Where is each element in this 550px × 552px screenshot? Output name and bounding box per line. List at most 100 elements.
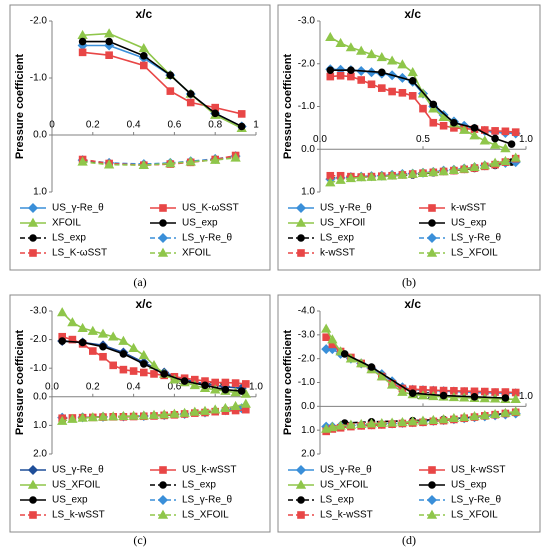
legend-label: US_exp	[52, 495, 88, 506]
marker	[336, 71, 345, 80]
marker	[448, 164, 460, 174]
marker	[345, 419, 357, 429]
marker	[335, 174, 346, 184]
marker	[429, 100, 438, 109]
y-tick-label: -1.0	[30, 363, 48, 374]
marker	[140, 360, 148, 368]
marker	[119, 365, 128, 374]
legend-label: US_γ-Re_θ	[52, 465, 104, 476]
marker	[510, 406, 521, 416]
marker	[335, 37, 346, 48]
marker	[469, 161, 480, 172]
marker	[68, 335, 77, 344]
marker	[500, 143, 511, 153]
marker	[470, 124, 479, 132]
marker	[199, 405, 211, 415]
marker	[157, 494, 169, 506]
marker	[510, 393, 521, 403]
x-tick-label: 0.8	[208, 120, 222, 131]
marker	[398, 89, 407, 97]
marker	[295, 202, 307, 214]
legend-label: LS_XFOIL	[451, 510, 498, 521]
y-tick-label: -2.0	[30, 334, 48, 345]
y-axis-label: Pressure coefficient	[282, 330, 294, 435]
x-tick-label: 0.0	[45, 381, 59, 392]
marker	[230, 387, 241, 397]
legend-label: LS_exp	[320, 233, 354, 244]
marker	[426, 232, 438, 244]
marker	[185, 156, 196, 166]
marker	[327, 421, 338, 432]
marker	[99, 352, 107, 361]
x-tick-label: 0.6	[167, 120, 181, 131]
marker	[129, 367, 138, 375]
marker	[325, 177, 336, 187]
marker	[67, 317, 78, 327]
marker	[169, 408, 180, 418]
y-tick-label: 1.0	[301, 187, 315, 198]
marker	[501, 394, 510, 402]
legend-label: US_XFOIL	[52, 480, 101, 491]
marker	[366, 418, 377, 428]
y-tick-label: -3.0	[298, 16, 316, 27]
y-tick-label: -2.0	[298, 58, 316, 69]
marker	[159, 466, 167, 474]
marker	[159, 409, 170, 419]
y-tick-label: -1.0	[30, 73, 48, 84]
legend-label: LS_γ-Re_θ	[451, 495, 501, 506]
panel-frame	[9, 4, 271, 271]
y-tick-label: 2.0	[301, 449, 315, 460]
marker	[103, 159, 115, 169]
series-line	[344, 412, 506, 424]
series-line	[62, 340, 242, 392]
marker	[340, 350, 349, 358]
marker	[295, 217, 307, 227]
marker	[510, 152, 521, 162]
legend-label: LS_exp	[52, 233, 86, 244]
marker	[103, 28, 115, 38]
marker	[295, 464, 307, 476]
x-tick-label: 1.0	[519, 391, 533, 402]
legend-label: LS_exp	[182, 480, 216, 491]
marker	[97, 328, 109, 338]
x-tick-label: 0.0	[313, 134, 327, 145]
panel: (d) x/c Pressure coefficient -4.0 -3.0 -2.0 -1…	[277, 294, 541, 547]
marker	[469, 411, 480, 421]
marker	[179, 407, 190, 417]
marker	[97, 411, 109, 421]
marker	[335, 420, 346, 430]
marker	[27, 202, 39, 214]
marker	[166, 71, 175, 79]
marker	[407, 66, 418, 77]
marker	[459, 124, 470, 134]
marker	[376, 371, 387, 381]
legend-label: LS_γ-Re_θ	[182, 233, 232, 244]
marker	[347, 66, 355, 74]
chart-title: x/c	[135, 297, 152, 311]
marker	[140, 51, 148, 60]
marker	[108, 331, 119, 341]
chart-title: x/c	[404, 297, 421, 311]
y-tick-label: 1.0	[301, 425, 315, 436]
legend-label: LS_k-wSST	[52, 510, 105, 521]
marker	[438, 111, 449, 121]
marker	[138, 159, 149, 170]
marker	[388, 87, 396, 96]
marker	[386, 417, 398, 427]
marker	[77, 156, 88, 166]
marker	[119, 350, 128, 358]
marker	[29, 511, 37, 519]
y-tick-label: -1.0	[298, 101, 316, 112]
y-tick-label: 0.0	[301, 144, 315, 155]
marker	[237, 110, 246, 118]
marker	[138, 350, 149, 360]
marker	[118, 410, 129, 421]
marker	[356, 418, 367, 429]
legend-label: US_γ-Re_θ	[320, 465, 372, 476]
marker	[459, 163, 470, 173]
marker	[57, 415, 68, 425]
x-tick-label: 0.4	[127, 120, 141, 131]
panel-frame	[9, 294, 271, 533]
marker	[78, 48, 87, 57]
marker	[357, 76, 365, 84]
